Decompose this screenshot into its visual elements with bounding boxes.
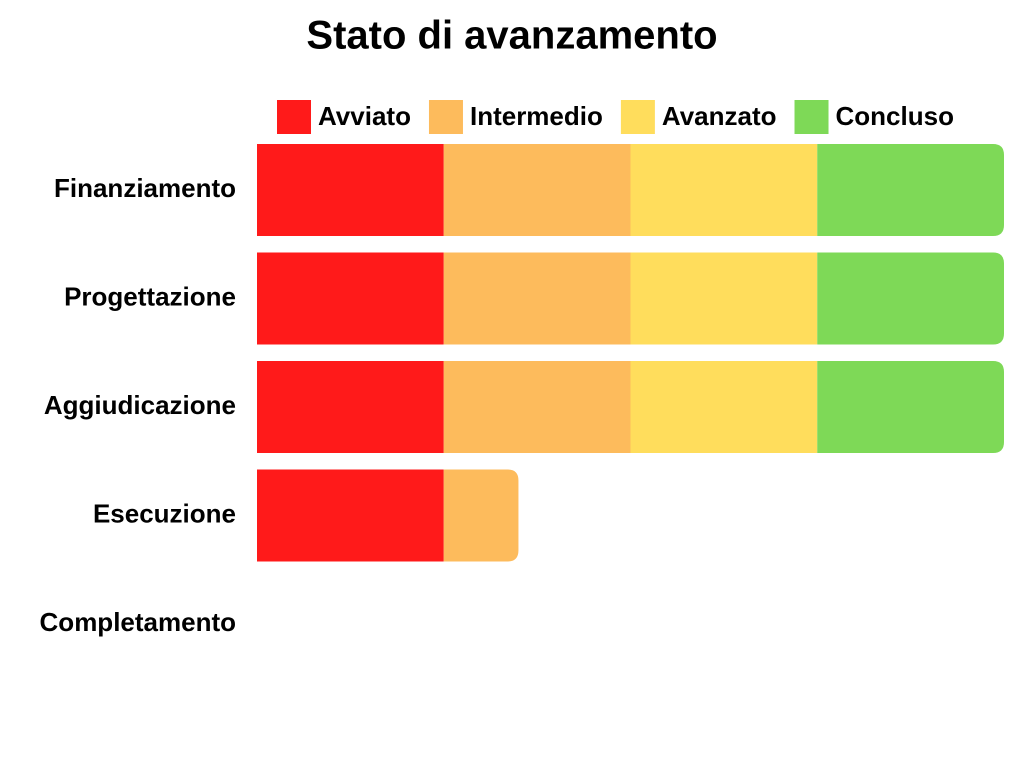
bar-segment [630, 144, 818, 236]
y-tick-label: Finanziamento [54, 173, 236, 203]
legend-label: Avviato [318, 101, 411, 131]
bar-segment [257, 469, 444, 562]
bar-segment [630, 361, 818, 453]
y-tick-label: Esecuzione [93, 498, 236, 528]
legend-swatch [794, 100, 829, 134]
bar-segment [443, 144, 631, 236]
bar-segment [817, 361, 1004, 453]
bar-segment [630, 252, 818, 345]
y-tick-label: Aggiudicazione [44, 390, 236, 420]
legend-swatch [277, 100, 311, 134]
bar-segment [257, 252, 444, 345]
bar-segment [443, 252, 631, 345]
bar-segment [257, 361, 444, 453]
bar-segment [817, 144, 1004, 236]
legend-swatch [428, 100, 463, 134]
legend-label: Avanzato [662, 101, 777, 131]
y-tick-label: Progettazione [64, 281, 236, 311]
bar-segment [443, 361, 631, 453]
bar-segment [443, 469, 519, 562]
chart-title: Stato di avanzamento [306, 14, 717, 58]
y-tick-label: Completamento [40, 607, 236, 637]
bar-segment [817, 252, 1004, 345]
legend-label: Intermedio [470, 101, 603, 131]
legend-swatch [620, 100, 655, 134]
bar-segment [257, 144, 444, 236]
legend-label: Concluso [836, 101, 954, 131]
